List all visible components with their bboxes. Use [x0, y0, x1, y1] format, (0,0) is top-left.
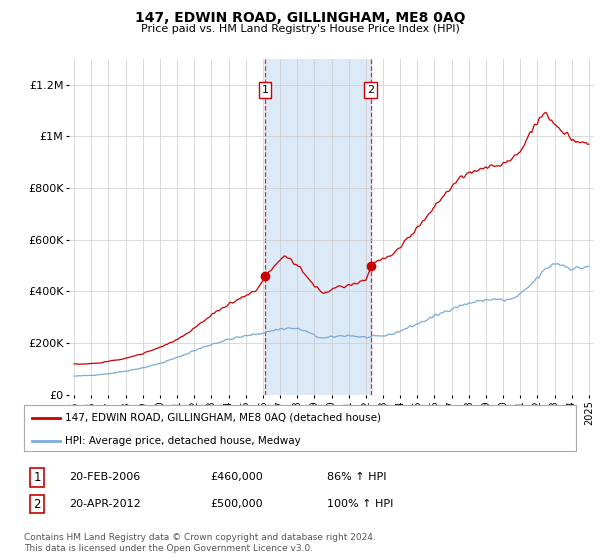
Text: 100% ↑ HPI: 100% ↑ HPI [327, 499, 394, 509]
Text: Price paid vs. HM Land Registry's House Price Index (HPI): Price paid vs. HM Land Registry's House … [140, 24, 460, 34]
Text: HPI: Average price, detached house, Medway: HPI: Average price, detached house, Medw… [65, 436, 301, 446]
Text: £460,000: £460,000 [210, 472, 263, 482]
Text: 1: 1 [262, 85, 268, 95]
Text: £500,000: £500,000 [210, 499, 263, 509]
Bar [265, 59, 371, 395]
Text: 86% ↑ HPI: 86% ↑ HPI [327, 472, 386, 482]
Text: 1: 1 [34, 470, 41, 484]
Text: 147, EDWIN ROAD, GILLINGHAM, ME8 0AQ (detached house): 147, EDWIN ROAD, GILLINGHAM, ME8 0AQ (de… [65, 413, 382, 423]
Text: 147, EDWIN ROAD, GILLINGHAM, ME8 0AQ: 147, EDWIN ROAD, GILLINGHAM, ME8 0AQ [135, 11, 465, 25]
Text: 20-APR-2012: 20-APR-2012 [69, 499, 141, 509]
Text: This data is licensed under the Open Government Licence v3.0.: This data is licensed under the Open Gov… [24, 544, 313, 553]
Text: Contains HM Land Registry data © Crown copyright and database right 2024.: Contains HM Land Registry data © Crown c… [24, 533, 376, 542]
Text: 2: 2 [34, 497, 41, 511]
Text: 2: 2 [367, 85, 374, 95]
Text: 20-FEB-2006: 20-FEB-2006 [69, 472, 140, 482]
